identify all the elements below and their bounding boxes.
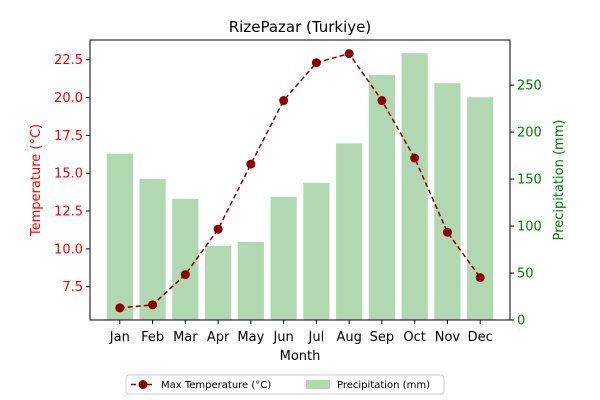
right-tick-label: 100 xyxy=(517,220,542,235)
precip-bar-jan xyxy=(106,153,133,320)
precip-bar-may xyxy=(237,242,264,320)
chart-title: RizePazar (Turkiye) xyxy=(229,18,371,36)
x-tick-label-aug: Aug xyxy=(336,330,361,345)
legend: Max Temperature (°C) Precipitation (mm) xyxy=(125,374,445,395)
precip-bar-sep xyxy=(368,74,396,320)
precip-bar-dec xyxy=(467,97,494,321)
left-tick-label: 22.5 xyxy=(54,53,83,68)
plot-frame xyxy=(89,39,511,321)
x-tick-label-may: May xyxy=(237,330,264,345)
precip-bar-oct xyxy=(401,53,428,321)
x-tick-label-jan: Jan xyxy=(109,330,130,345)
precip-bar-apr xyxy=(204,245,232,320)
x-tick-label-jun: Jun xyxy=(272,330,293,345)
temperature-point-jul xyxy=(311,58,321,68)
left-axis-label: Temperature (°C) xyxy=(29,124,44,237)
x-tick-label-dec: Dec xyxy=(468,330,493,345)
temperature-point-mar xyxy=(180,270,190,280)
x-tick-label-apr: Apr xyxy=(207,330,230,345)
precipitation-bars xyxy=(106,53,494,321)
precip-bar-jul xyxy=(303,182,330,320)
precip-bar-feb xyxy=(139,179,166,320)
temperature-point-feb xyxy=(148,300,158,310)
temperature-point-apr xyxy=(213,224,223,234)
temperature-point-nov xyxy=(442,227,452,237)
x-tick-label-sep: Sep xyxy=(370,330,395,345)
left-tick-label: 12.5 xyxy=(54,205,83,220)
left-tick-label: 20.0 xyxy=(54,91,83,106)
legend-bar-swatch xyxy=(306,380,330,389)
precip-bar-nov xyxy=(434,83,461,321)
x-axis-ticks: Jan Feb Mar Apr May Jun Jul Aug Sep Oct Nov Dec xyxy=(109,320,493,345)
x-tick-label-mar: Mar xyxy=(173,330,198,345)
right-tick-label: 250 xyxy=(517,79,542,94)
x-tick-label-feb: Feb xyxy=(141,330,164,345)
left-tick-label: 7.5 xyxy=(62,280,83,295)
x-tick-label-oct: Oct xyxy=(403,330,425,345)
x-axis-label: Month xyxy=(280,349,321,364)
temperature-point-may xyxy=(246,159,256,169)
legend-box xyxy=(125,374,445,395)
left-tick-label: 17.5 xyxy=(54,129,83,144)
precip-bar-aug xyxy=(336,143,363,320)
right-tick-label: 50 xyxy=(517,267,534,282)
temperature-line-path xyxy=(119,52,481,309)
legend-entry-precipitation: Precipitation (mm) xyxy=(337,380,430,391)
temperature-point-sep xyxy=(377,96,387,106)
temperature-point-dec xyxy=(475,273,485,283)
x-tick-label-jul: Jul xyxy=(308,330,325,345)
left-tick-label: 15.0 xyxy=(54,167,83,182)
right-axis-ticks: 0 50 100 150 200 250 xyxy=(510,79,542,329)
temperature-point-jan xyxy=(115,303,125,313)
temperature-line xyxy=(115,49,485,313)
temperature-point-oct xyxy=(410,153,420,163)
left-axis-ticks: 7.5 10.0 12.5 15.0 17.5 20.0 22.5 xyxy=(54,53,90,295)
right-axis-label: Precipitation (mm) xyxy=(552,120,567,241)
temperature-point-jun xyxy=(279,96,289,106)
legend-marker-swatch xyxy=(138,380,148,389)
precip-bar-mar xyxy=(172,198,199,320)
right-tick-label: 0 xyxy=(517,314,525,329)
right-tick-label: 200 xyxy=(517,126,542,141)
legend-entry-temperature: Max Temperature (°C) xyxy=(161,380,271,391)
x-tick-label-nov: Nov xyxy=(435,330,461,345)
temperature-point-aug xyxy=(344,49,354,59)
right-tick-label: 150 xyxy=(517,173,542,188)
precip-bar-jun xyxy=(270,196,297,320)
left-tick-label: 10.0 xyxy=(54,242,83,257)
